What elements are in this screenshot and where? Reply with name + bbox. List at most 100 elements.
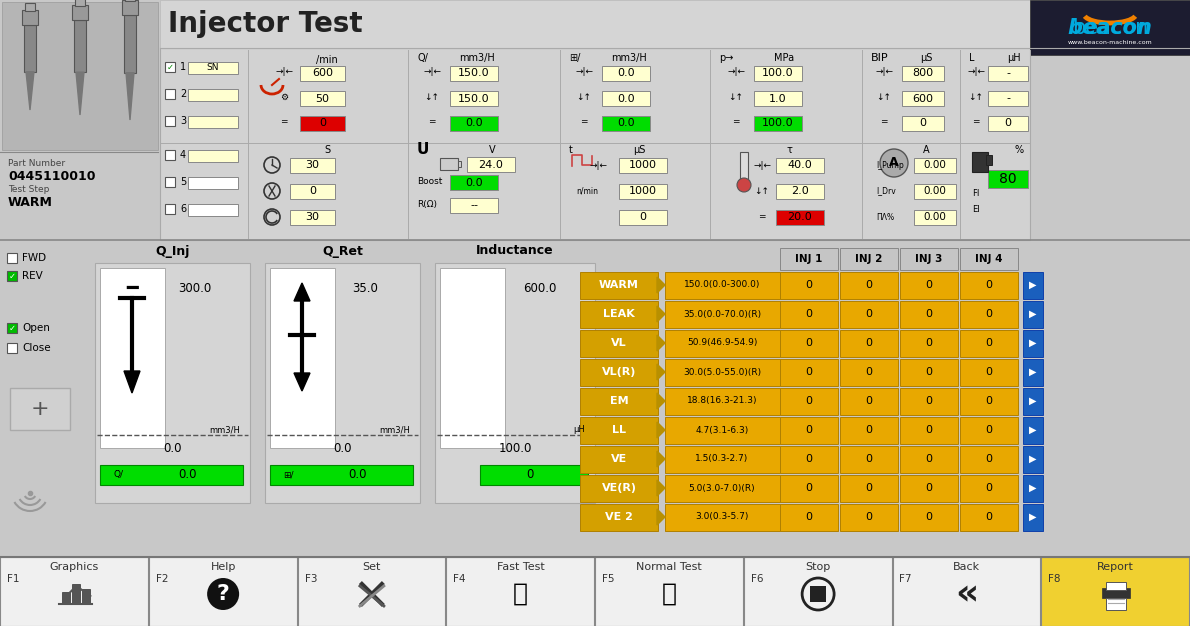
Bar	[776, 184, 823, 199]
Text: =: =	[428, 118, 436, 126]
Bar	[665, 504, 779, 531]
Text: 2: 2	[180, 89, 187, 99]
Text: ↓↑: ↓↑	[425, 93, 439, 101]
Bar	[902, 66, 944, 81]
Bar	[82, 589, 90, 604]
Text: 0: 0	[985, 309, 992, 319]
Text: 24.0: 24.0	[478, 160, 503, 170]
Text: 5.0(3.0-7.0)(R): 5.0(3.0-7.0)(R)	[689, 483, 756, 493]
Bar	[900, 359, 958, 386]
Text: --: --	[470, 200, 478, 210]
Text: 0: 0	[309, 187, 317, 197]
Bar	[840, 475, 898, 502]
Bar	[290, 158, 336, 173]
Text: 0: 0	[865, 425, 872, 435]
Text: ↓↑: ↓↑	[877, 93, 891, 101]
Text: 35.0: 35.0	[352, 282, 378, 294]
Text: VL(R): VL(R)	[602, 367, 637, 377]
Bar	[75, 0, 84, 6]
Bar	[21, 10, 38, 25]
Text: FWD: FWD	[21, 253, 46, 263]
Text: 0: 0	[985, 454, 992, 464]
Bar	[1023, 359, 1042, 386]
Bar	[188, 89, 238, 101]
Polygon shape	[657, 480, 665, 496]
Bar	[466, 157, 515, 172]
Text: INJ 2: INJ 2	[856, 254, 883, 264]
Text: μH: μH	[1007, 53, 1021, 63]
Text: %: %	[1014, 145, 1023, 155]
Bar	[0, 557, 148, 626]
Text: μS: μS	[920, 53, 932, 63]
Bar	[165, 177, 175, 187]
Text: 0: 0	[985, 425, 992, 435]
Text: 30: 30	[306, 160, 319, 170]
Bar	[840, 446, 898, 473]
Bar	[754, 116, 802, 131]
Text: 100.0: 100.0	[762, 68, 794, 78]
Bar	[580, 504, 658, 531]
Text: 100.0: 100.0	[499, 441, 532, 454]
Polygon shape	[26, 72, 35, 110]
Bar	[1023, 475, 1042, 502]
Bar	[298, 557, 445, 626]
Text: ↓↑: ↓↑	[969, 93, 983, 101]
Text: ▶: ▶	[1029, 512, 1036, 522]
Text: 0.0: 0.0	[333, 441, 352, 454]
Bar	[779, 272, 838, 299]
Bar	[988, 91, 1028, 106]
Text: I_Pump: I_Pump	[876, 160, 903, 170]
Polygon shape	[657, 364, 665, 380]
Bar	[458, 161, 461, 167]
Polygon shape	[126, 73, 134, 120]
Bar	[290, 210, 336, 225]
Text: =: =	[281, 118, 288, 126]
Text: LEAK: LEAK	[603, 309, 635, 319]
Text: =: =	[758, 212, 765, 222]
Text: t: t	[569, 145, 572, 155]
Text: 0: 0	[865, 280, 872, 290]
Text: =: =	[972, 118, 979, 126]
Text: VE(R): VE(R)	[601, 483, 637, 493]
Text: 0: 0	[926, 512, 933, 522]
Bar	[62, 592, 70, 604]
Bar	[100, 268, 165, 448]
Text: 50.9(46.9-54.9): 50.9(46.9-54.9)	[687, 339, 757, 347]
Bar	[165, 62, 175, 72]
Bar	[1106, 598, 1126, 610]
Text: ↓↑: ↓↑	[728, 93, 744, 101]
Bar	[744, 557, 891, 626]
Text: 30.0(5.0-55.0)(R): 30.0(5.0-55.0)(R)	[683, 367, 762, 376]
Text: 0: 0	[985, 483, 992, 493]
Polygon shape	[294, 373, 311, 391]
Bar	[900, 301, 958, 328]
Polygon shape	[657, 277, 665, 293]
Bar	[123, 0, 138, 15]
Text: =: =	[881, 118, 888, 126]
Text: I_Drv: I_Drv	[876, 187, 896, 195]
Text: 0: 0	[926, 338, 933, 348]
Text: 0: 0	[865, 309, 872, 319]
Bar	[188, 150, 238, 162]
Text: 0: 0	[926, 425, 933, 435]
Text: 0: 0	[926, 396, 933, 406]
Bar	[25, 3, 35, 11]
Text: 40.0: 40.0	[788, 160, 813, 170]
Text: www.beacon-machine.com: www.beacon-machine.com	[1067, 39, 1152, 44]
Bar	[1023, 504, 1042, 531]
Bar	[619, 210, 668, 225]
Bar	[290, 184, 336, 199]
Bar	[159, 0, 1031, 48]
Text: 0.00: 0.00	[923, 212, 946, 222]
Text: Q_Ret: Q_Ret	[322, 245, 363, 257]
Bar	[960, 417, 1017, 444]
Text: WARM: WARM	[599, 280, 639, 290]
Bar	[779, 417, 838, 444]
Bar	[7, 323, 17, 333]
Bar	[188, 177, 238, 189]
Text: ΠΛ%: ΠΛ%	[876, 212, 894, 222]
Text: 0: 0	[926, 483, 933, 493]
Text: REV: REV	[21, 271, 43, 281]
Text: 600.0: 600.0	[524, 282, 557, 294]
Bar	[665, 388, 779, 415]
